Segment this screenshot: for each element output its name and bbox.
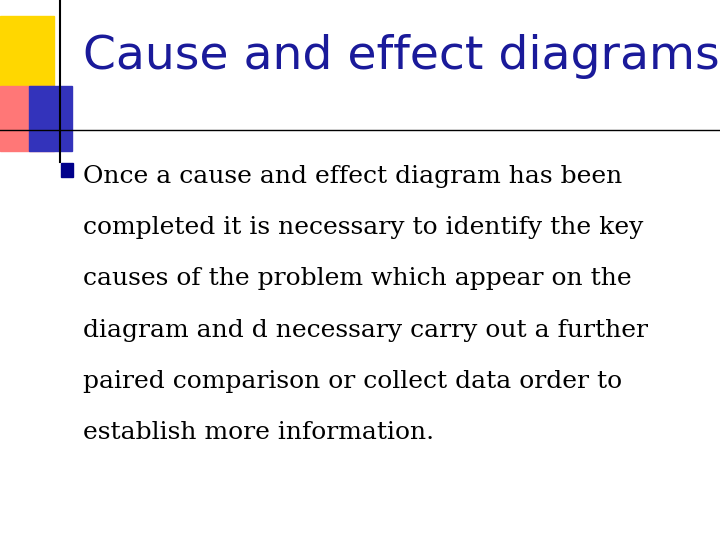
Bar <box>0 86 54 151</box>
Text: establish more information.: establish more information. <box>83 421 434 444</box>
Text: diagram and d necessary carry out a further: diagram and d necessary carry out a furt… <box>83 319 648 342</box>
Text: causes of the problem which appear on the: causes of the problem which appear on th… <box>83 267 631 291</box>
Text: completed it is necessary to identify the key: completed it is necessary to identify th… <box>83 216 643 239</box>
Text: Cause and effect diagrams 2: Cause and effect diagrams 2 <box>83 34 720 79</box>
Bar <box>29 86 72 151</box>
Text: Once a cause and effect diagram has been: Once a cause and effect diagram has been <box>83 165 622 188</box>
Bar <box>0 16 54 97</box>
Text: paired comparison or collect data order to: paired comparison or collect data order … <box>83 370 622 393</box>
Bar <box>61 163 73 177</box>
